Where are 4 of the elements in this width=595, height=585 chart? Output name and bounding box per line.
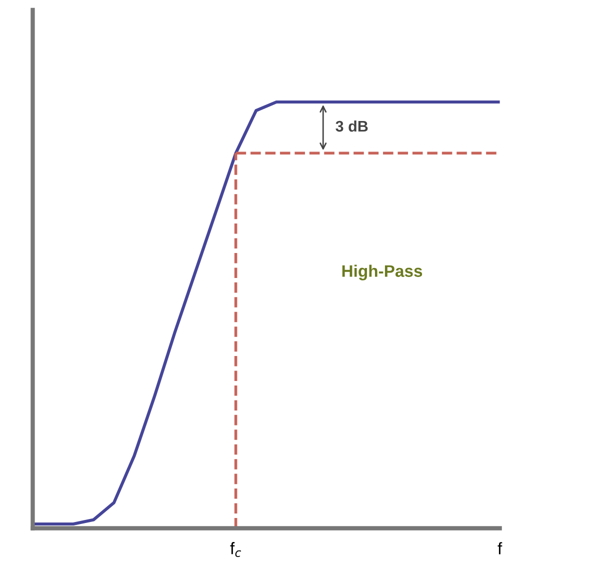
x-tick-label: f$_{c}$ [230, 542, 242, 558]
annotation: High-Pass [342, 264, 422, 280]
annotation: 3 dB [336, 120, 368, 132]
x-tick-label: f [498, 542, 502, 554]
